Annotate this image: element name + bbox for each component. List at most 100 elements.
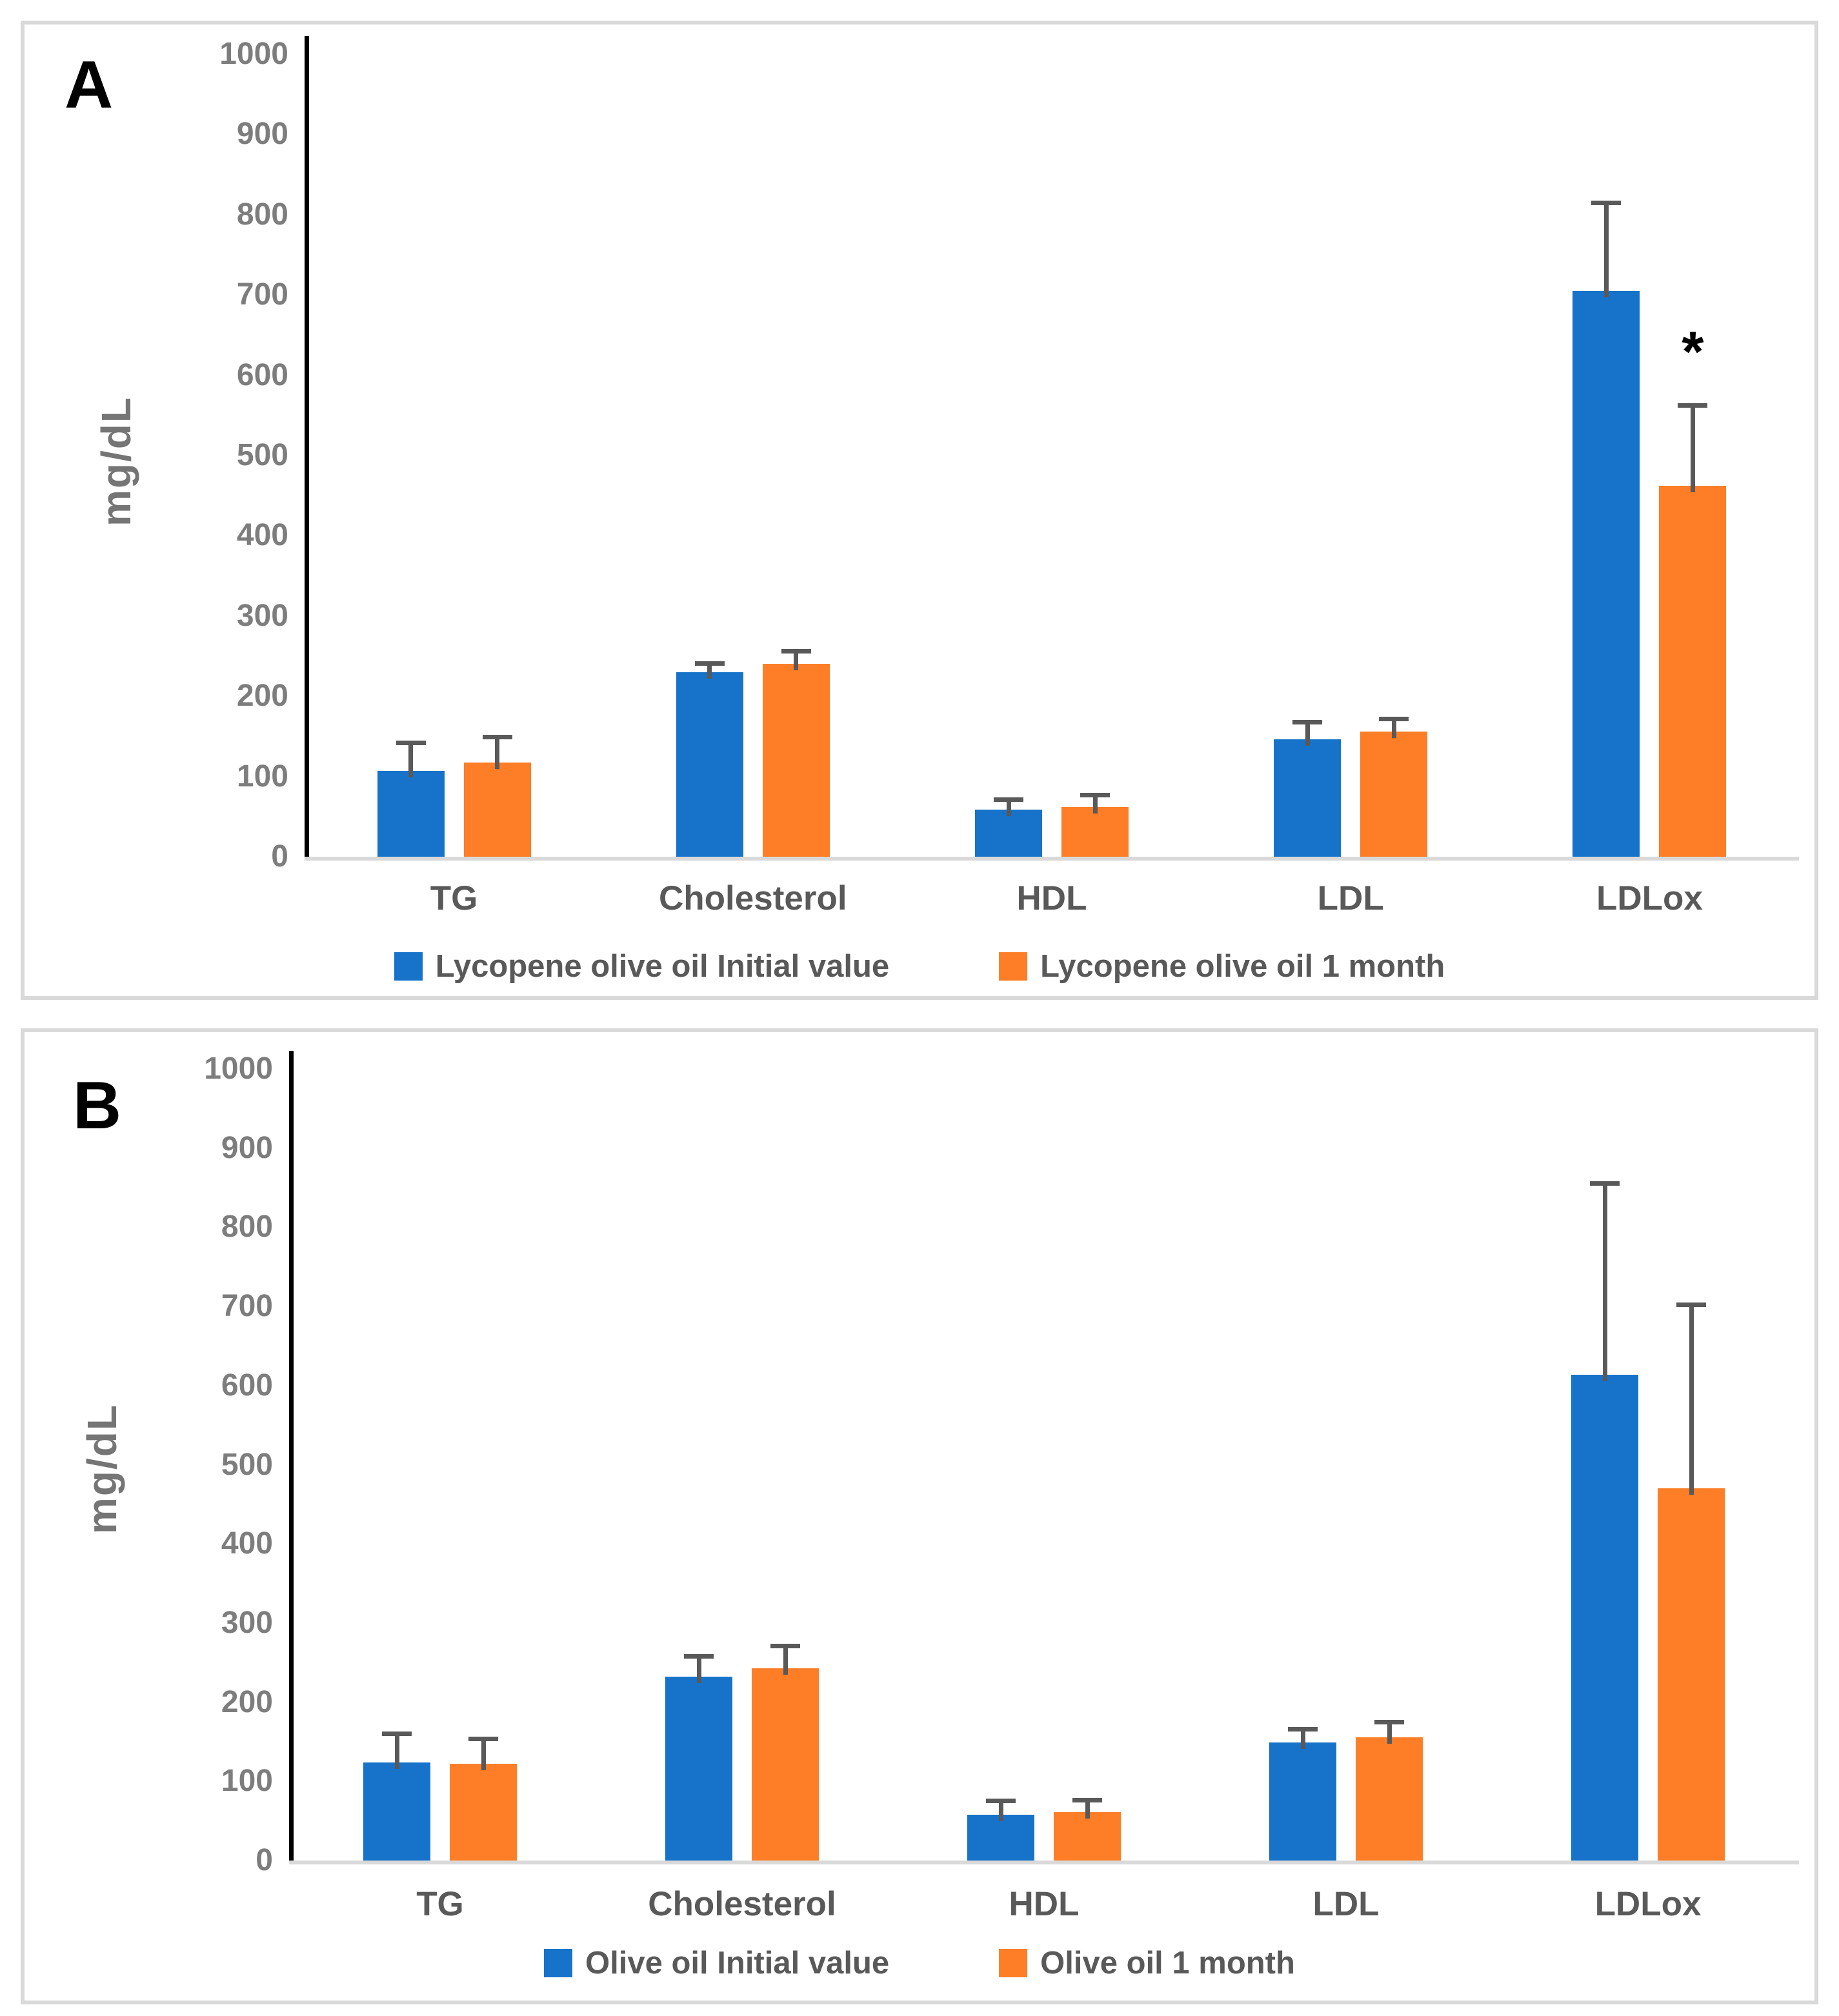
legend-A: Lycopene olive oil Initial value Lycopene… <box>25 948 1814 984</box>
panel-B: B mg/dL 0 100 200 300 400 500 600 700 800 900 1000… <box>21 1028 1818 2004</box>
x-category-label: LDL <box>1317 879 1384 917</box>
error-bar-line <box>1006 799 1011 816</box>
legend-item: Lycopene olive oil Initial value <box>394 948 889 984</box>
bar <box>377 770 445 857</box>
bar <box>1061 806 1129 857</box>
legend-swatch-icon <box>999 1949 1028 1977</box>
error-bar-line <box>1690 405 1695 493</box>
error-bar-cap <box>1292 719 1323 724</box>
y-tick-label: 700 <box>221 1289 273 1324</box>
y-tick-label: 300 <box>221 1605 273 1640</box>
legend-B: Olive oil Initial value Olive oil 1 month <box>25 1945 1814 1981</box>
bar <box>1269 1742 1336 1861</box>
bar <box>1658 1488 1725 1861</box>
legend-label: Lycopene olive oil 1 month <box>1040 949 1445 984</box>
bar <box>1573 290 1640 857</box>
error-bar-line <box>1085 1800 1090 1819</box>
error-bar-line <box>1689 1304 1694 1495</box>
error-bar-cap <box>1591 200 1622 205</box>
y-axis-line-A <box>305 36 309 861</box>
x-category-label: HDL <box>1009 1885 1080 1923</box>
x-category-label: TG <box>430 879 478 917</box>
error-bar-cap <box>1379 716 1409 721</box>
y-tick-label: 0 <box>256 1843 273 1877</box>
x-category-label: LDLox <box>1596 879 1703 917</box>
y-tick-label: 600 <box>236 357 288 392</box>
y-tick-label: 700 <box>236 277 288 312</box>
y-tick-label: 200 <box>236 679 288 714</box>
legend-item: Lycopene olive oil 1 month <box>999 948 1445 984</box>
x-category-label: Cholesterol <box>659 879 847 917</box>
x-baseline-A <box>305 857 1799 861</box>
error-bar-cap <box>1072 1798 1102 1803</box>
error-bar-cap <box>1678 403 1708 408</box>
error-bar-cap <box>1374 1719 1404 1724</box>
error-bar-cap <box>994 797 1023 803</box>
y-tick-label: 1000 <box>204 1052 273 1086</box>
error-bar-line <box>1603 203 1609 297</box>
y-tick-label: 800 <box>221 1210 273 1244</box>
error-bar-cap <box>382 1732 412 1737</box>
x-category-label: LDL <box>1312 1885 1380 1923</box>
error-bar-cap <box>770 1643 800 1648</box>
bar <box>676 672 743 857</box>
x-category-label: TG <box>416 1885 464 1923</box>
y-tick-label: 200 <box>221 1684 273 1719</box>
y-tick-label: 1000 <box>219 37 288 71</box>
error-bar-cap <box>1080 792 1110 797</box>
error-bar-cap <box>684 1653 714 1659</box>
error-bar-line <box>495 737 500 770</box>
y-tick-label: 400 <box>221 1526 273 1561</box>
error-bar-line <box>481 1739 486 1771</box>
y-tick-label: 100 <box>221 1764 273 1799</box>
x-baseline-B <box>289 1861 1799 1864</box>
y-tick-label: 600 <box>221 1368 273 1402</box>
error-bar-cap <box>468 1736 498 1741</box>
bar <box>1054 1812 1121 1861</box>
error-bar-cap <box>396 740 426 745</box>
legend-item: Olive oil 1 month <box>999 1945 1295 1981</box>
bar <box>463 763 531 857</box>
y-axis-line-B <box>289 1051 294 1864</box>
y-tick-label: 300 <box>236 598 288 633</box>
legend-label: Olive oil 1 month <box>1040 1946 1295 1981</box>
bar <box>1659 486 1727 857</box>
bar <box>975 809 1042 857</box>
error-bar-line <box>794 651 799 671</box>
bar <box>450 1764 517 1861</box>
legend-swatch-icon <box>999 952 1028 981</box>
legend-label: Olive oil Initial value <box>585 1946 890 1981</box>
error-bar-cap <box>986 1799 1016 1804</box>
y-tick-label: 100 <box>236 759 288 793</box>
error-bar-cap <box>1676 1302 1706 1308</box>
y-tick-label: 900 <box>236 117 288 152</box>
y-tick-label: 800 <box>236 197 288 232</box>
error-bar-cap <box>781 649 811 654</box>
y-axis-title-A: mg/dL <box>93 396 139 526</box>
bar <box>967 1814 1034 1861</box>
error-bar-cap <box>1590 1181 1620 1186</box>
error-bar-line <box>1391 719 1396 738</box>
bar <box>363 1762 430 1861</box>
error-bar-cap <box>694 661 725 666</box>
legend-item: Olive oil Initial value <box>544 1945 889 1981</box>
x-category-label: LDLox <box>1594 1885 1702 1923</box>
error-bar-line <box>1305 722 1310 746</box>
error-bar-line <box>1602 1183 1607 1381</box>
bar <box>1274 739 1342 857</box>
error-bar-line <box>408 743 414 777</box>
bar <box>762 664 830 857</box>
legend-swatch-icon <box>394 952 423 981</box>
panel-label-A: A <box>65 48 114 123</box>
bar <box>1356 1737 1423 1861</box>
y-axis-title-B: mg/dL <box>79 1404 125 1534</box>
x-category-label: Cholesterol <box>648 1885 836 1923</box>
y-tick-label: 500 <box>236 438 288 472</box>
bar <box>665 1677 732 1861</box>
error-bar-line <box>1387 1722 1392 1744</box>
y-tick-label: 500 <box>221 1447 273 1482</box>
panel-label-B: B <box>73 1068 122 1143</box>
legend-swatch-icon <box>544 1949 573 1977</box>
x-category-label: HDL <box>1016 879 1087 917</box>
